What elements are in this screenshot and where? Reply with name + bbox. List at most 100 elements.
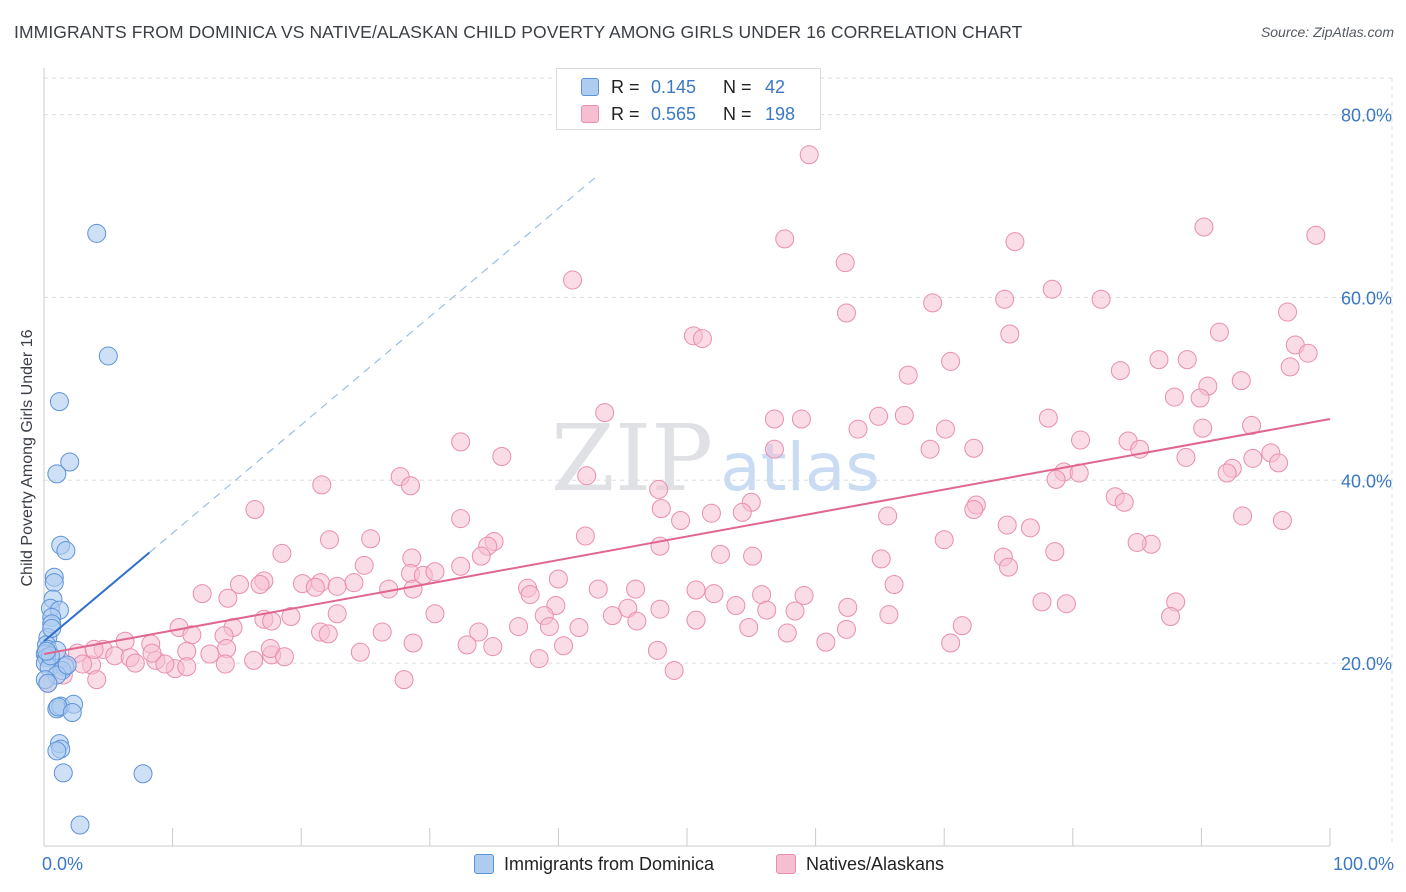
data-point-natives — [492, 447, 512, 467]
data-point-natives — [1193, 418, 1213, 438]
data-point-natives — [142, 643, 162, 663]
data-point-natives — [732, 502, 752, 522]
data-point-dominica — [38, 673, 58, 693]
legend-r-label: R = — [611, 76, 640, 97]
data-point-natives — [1209, 322, 1229, 342]
data-point-dominica — [70, 815, 90, 835]
data-point-natives — [425, 604, 445, 624]
data-point-natives — [764, 439, 784, 459]
data-point-natives — [1278, 302, 1298, 322]
data-point-natives — [602, 606, 622, 626]
source-credit: Source: ZipAtlas.com — [1260, 24, 1394, 40]
data-point-natives — [686, 580, 706, 600]
data-point-natives — [262, 611, 282, 631]
data-point-dominica — [44, 573, 64, 593]
data-point-natives — [1046, 469, 1066, 489]
data-point-natives — [1233, 506, 1253, 526]
data-point-natives — [791, 409, 811, 429]
data-point-natives — [457, 635, 477, 655]
data-point-natives — [941, 633, 961, 653]
chart-title: IMMIGRANTS FROM DOMINICA VS NATIVE/ALASK… — [14, 22, 1023, 42]
data-point-natives — [1190, 388, 1210, 408]
data-point-natives — [710, 544, 730, 564]
data-point-natives — [595, 403, 615, 423]
data-point-natives — [401, 476, 421, 496]
data-point-natives — [483, 637, 503, 657]
y-tick-label: 20.0% — [1341, 654, 1392, 674]
data-point-natives — [281, 607, 301, 627]
bottom-legend-label: Natives/Alaskans — [806, 853, 945, 874]
data-point-dominica — [133, 764, 153, 784]
data-point-natives — [999, 557, 1018, 577]
data-point-natives — [964, 500, 984, 520]
data-point-natives — [1045, 542, 1065, 562]
data-point-natives — [569, 617, 589, 637]
data-point-natives — [871, 549, 891, 569]
data-point-natives — [651, 499, 671, 519]
data-point-natives — [920, 439, 940, 459]
data-point-natives — [554, 636, 574, 656]
data-point-natives — [1269, 453, 1289, 473]
data-point-natives — [835, 253, 855, 273]
bottom-legend-swatch-pink — [776, 854, 796, 874]
data-point-natives — [394, 670, 414, 690]
data-point-natives — [274, 647, 294, 667]
data-point-natives — [941, 351, 961, 371]
data-point-natives — [575, 526, 595, 546]
data-point-natives — [244, 650, 264, 670]
data-point-natives — [451, 556, 471, 576]
data-point-natives — [952, 616, 972, 636]
legend-n-value: 42 — [765, 76, 786, 97]
data-point-natives — [327, 576, 347, 596]
bottom-legend-natives: Natives/Alaskans — [776, 852, 944, 876]
trend-lines — [43, 175, 1331, 655]
data-point-natives — [403, 633, 423, 653]
data-point-natives — [192, 584, 212, 604]
data-point-natives — [451, 432, 471, 452]
data-point-dominica — [62, 703, 82, 723]
data-point-dominica — [47, 741, 67, 761]
legend-row-dominica: R = 0.145 N = 42 — [581, 76, 785, 98]
data-point-dominica — [56, 541, 76, 561]
data-point-natives — [509, 617, 529, 637]
data-point-natives — [1272, 511, 1292, 531]
x-tick-label: 0.0% — [42, 854, 83, 874]
data-point-natives — [785, 601, 805, 621]
data-point-natives — [934, 530, 954, 550]
data-point-dominica — [57, 655, 77, 675]
data-point-natives — [964, 438, 984, 458]
data-point-natives — [548, 569, 568, 589]
data-point-natives — [1164, 387, 1184, 407]
data-point-natives — [726, 596, 746, 616]
series-immigrants-dominica — [35, 223, 153, 835]
data-point-natives — [1071, 430, 1091, 450]
data-point-natives — [794, 585, 814, 605]
data-point-dominica — [53, 763, 73, 783]
data-point-natives — [177, 657, 197, 677]
y-tick-label: 40.0% — [1341, 471, 1392, 491]
trend-line-dominica — [43, 551, 151, 642]
data-point-natives — [312, 475, 332, 495]
data-point-natives — [775, 229, 795, 249]
data-point-natives — [361, 529, 381, 549]
data-point-natives — [836, 619, 856, 639]
data-point-natives — [836, 303, 856, 323]
data-point-natives — [1091, 289, 1111, 309]
data-point-natives — [838, 597, 858, 617]
data-point-natives — [627, 611, 647, 631]
data-point-natives — [125, 653, 145, 673]
data-point-natives — [1005, 232, 1025, 252]
legend-r-value: 0.145 — [651, 76, 697, 97]
data-point-natives — [305, 577, 325, 597]
data-point-dominica — [49, 392, 69, 412]
tick-labels: 20.0% 40.0% 60.0% 80.0% 0.0% 100.0% — [42, 106, 1394, 874]
data-point-natives — [898, 365, 918, 385]
data-point-natives — [425, 562, 445, 582]
data-point-natives — [879, 605, 899, 625]
legend-row-natives: R = 0.565 N = 198 — [581, 103, 795, 125]
data-point-natives — [1032, 592, 1052, 612]
data-point-natives — [1110, 361, 1130, 381]
data-point-natives — [1194, 217, 1214, 237]
data-point-natives — [704, 584, 724, 604]
data-point-natives — [995, 289, 1015, 309]
